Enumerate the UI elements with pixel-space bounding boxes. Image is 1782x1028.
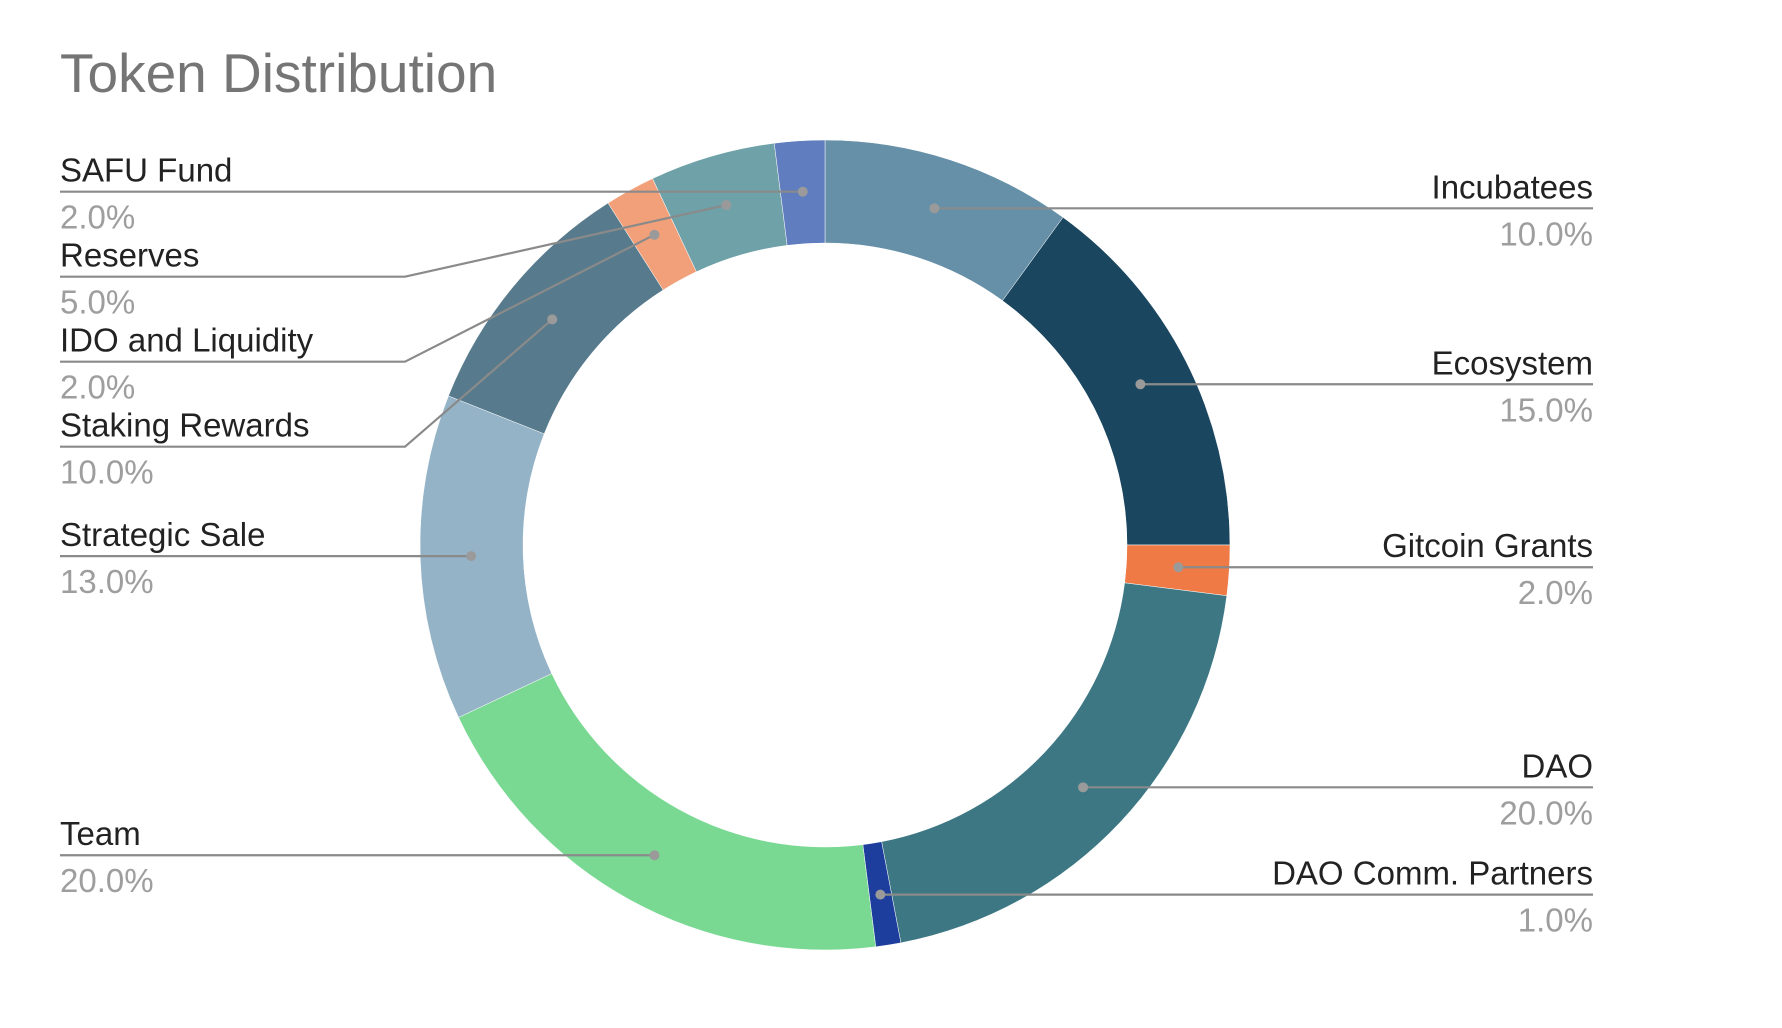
slice-value-dao: 20.0%	[1499, 794, 1593, 831]
slice-value-reserves: 5.0%	[60, 284, 135, 321]
leader-dot-strategic-sale	[466, 551, 477, 562]
slice-team	[458, 673, 877, 951]
slice-label-strategic-sale: Strategic Sale	[60, 516, 265, 553]
leader-dot-incubatees	[929, 203, 940, 214]
slice-label-ecosystem: Ecosystem	[1432, 344, 1593, 381]
slice-label-gitcoin-grants: Gitcoin Grants	[1382, 527, 1593, 564]
slice-label-reserves: Reserves	[60, 237, 199, 274]
leader-dot-dao-comm-partners	[875, 889, 886, 900]
leader-dot-dao	[1078, 782, 1089, 793]
slice-ecosystem	[1002, 216, 1231, 546]
leader-lines-layer	[60, 186, 1593, 900]
leader-line-staking-rewards	[60, 318, 553, 448]
slice-value-ecosystem: 15.0%	[1499, 391, 1593, 428]
leader-dot-ido-and-liquidity	[649, 229, 660, 240]
leader-dot-gitcoin-grants	[1173, 562, 1184, 573]
leader-dot-team	[649, 850, 660, 861]
slice-label-staking-rewards: Staking Rewards	[60, 407, 309, 444]
leader-dot-reserves	[721, 200, 732, 211]
chart-title: Token Distribution	[60, 42, 497, 104]
slice-label-ido-and-liquidity: IDO and Liquidity	[60, 322, 314, 359]
slice-label-incubatees: Incubatees	[1432, 168, 1593, 205]
leader-line-ido-and-liquidity	[60, 233, 655, 363]
slice-value-gitcoin-grants: 2.0%	[1518, 574, 1593, 611]
slice-value-incubatees: 10.0%	[1499, 215, 1593, 252]
slice-value-safu-fund: 2.0%	[60, 199, 135, 236]
slice-label-dao-comm-partners: DAO Comm. Partners	[1272, 855, 1593, 892]
labels-layer: Incubatees 10.0% Ecosystem 15.0% Gitcoin Gra…	[60, 152, 1593, 939]
leader-dot-ecosystem	[1135, 379, 1146, 390]
slice-dao	[881, 582, 1228, 944]
slice-value-strategic-sale: 13.0%	[60, 563, 154, 600]
slice-value-team: 20.0%	[60, 862, 154, 899]
slices-layer	[419, 139, 1231, 951]
leader-dot-safu-fund	[797, 186, 808, 197]
leader-line-reserves	[60, 203, 727, 278]
slice-value-staking-rewards: 10.0%	[60, 454, 154, 491]
slice-value-dao-comm-partners: 1.0%	[1518, 902, 1593, 939]
leader-dot-staking-rewards	[547, 314, 558, 325]
slice-label-dao: DAO	[1521, 747, 1593, 784]
slice-label-team: Team	[60, 815, 141, 852]
slice-value-ido-and-liquidity: 2.0%	[60, 369, 135, 406]
slice-label-safu-fund: SAFU Fund	[60, 152, 232, 189]
